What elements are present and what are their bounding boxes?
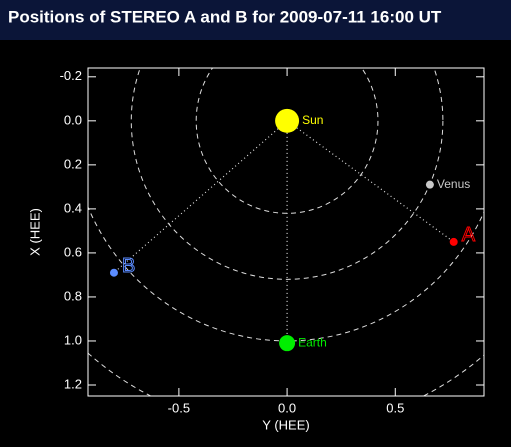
x-tick-label: -0.5	[168, 400, 190, 415]
y-tick-label: 0.6	[64, 244, 82, 259]
x-tick-label: 0.5	[386, 400, 404, 415]
y-tick-label: 0.8	[64, 288, 82, 303]
y-tick-label: 1.0	[64, 332, 82, 347]
point-label: Earth	[298, 335, 327, 349]
frame	[87, 67, 485, 397]
point	[279, 335, 296, 352]
y-axis-label: X (HEE)	[27, 208, 42, 256]
orbit-ring	[130, 68, 444, 280]
chart-title: Positions of STEREO A and B for 2009-07-…	[8, 7, 442, 26]
point	[425, 180, 434, 189]
point	[275, 108, 300, 133]
x-tick-label: 0.0	[278, 400, 296, 415]
y-tick-label: 0.0	[64, 112, 82, 127]
point	[449, 237, 458, 246]
orbit-ring	[195, 68, 379, 214]
x-axis-label: Y (HEE)	[262, 417, 309, 432]
point-label: Venus	[437, 177, 470, 191]
point-label: A	[462, 224, 476, 246]
y-tick-label: 1.2	[64, 376, 82, 391]
point-label: B	[122, 255, 135, 277]
plot-area: Sun Earth Venus A B	[88, 68, 484, 396]
y-tick-label: 0.4	[64, 200, 82, 215]
y-tick-label: 0.2	[64, 156, 82, 171]
plot-panel	[0, 40, 511, 447]
point-label: Sun	[302, 113, 323, 127]
point	[109, 268, 118, 277]
y-tick-label: -0.2	[60, 68, 82, 83]
